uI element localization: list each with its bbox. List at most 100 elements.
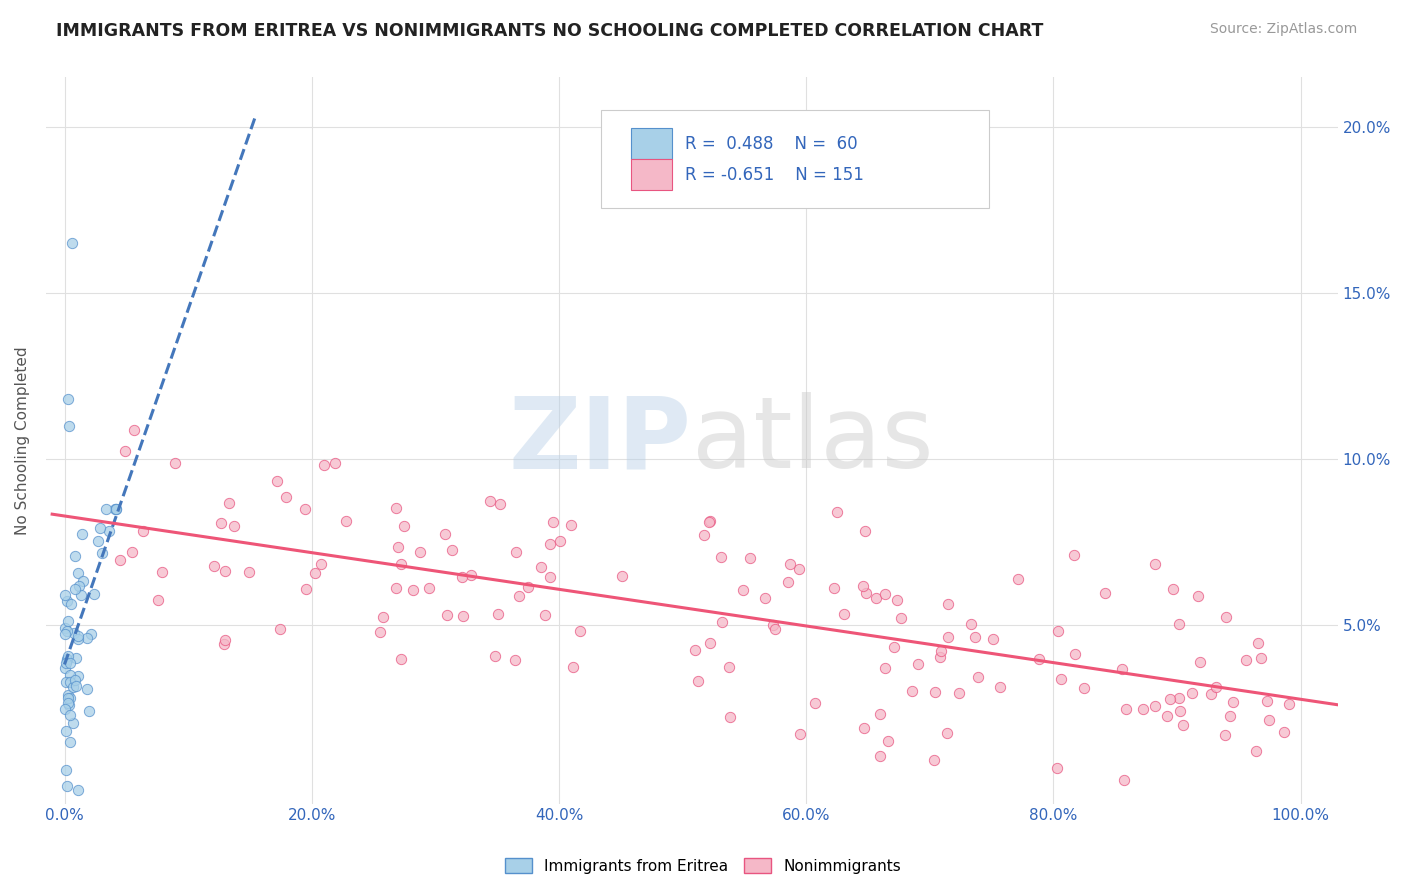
Point xyxy=(59,708,82,723)
Point xyxy=(56,652,79,666)
Point xyxy=(1028,652,1050,666)
Point xyxy=(65,582,87,597)
Point xyxy=(389,652,412,666)
Point xyxy=(63,673,86,687)
Point xyxy=(224,518,246,533)
Point xyxy=(67,783,90,797)
Point xyxy=(503,653,526,667)
Point xyxy=(59,735,82,749)
Point xyxy=(538,570,561,584)
Point xyxy=(80,627,103,641)
Point xyxy=(65,650,87,665)
Point xyxy=(1073,681,1095,695)
Point xyxy=(72,574,94,588)
Point xyxy=(76,682,98,697)
Point xyxy=(948,686,970,700)
Point xyxy=(1187,589,1209,603)
Point xyxy=(489,497,512,511)
Point xyxy=(763,622,786,636)
Point xyxy=(1201,687,1223,701)
Point xyxy=(218,496,240,510)
Point xyxy=(214,564,236,578)
Point xyxy=(335,514,357,528)
Point xyxy=(560,518,582,533)
Point xyxy=(1181,686,1204,700)
Point xyxy=(1132,702,1154,716)
Point xyxy=(269,622,291,636)
Point xyxy=(55,594,77,608)
Point xyxy=(1257,713,1279,727)
Point xyxy=(368,625,391,640)
Point xyxy=(59,675,82,690)
Point xyxy=(97,524,120,539)
Point xyxy=(58,392,80,406)
Text: Source: ZipAtlas.com: Source: ZipAtlas.com xyxy=(1209,22,1357,37)
Point xyxy=(294,502,316,516)
Point xyxy=(56,691,79,706)
Point xyxy=(122,423,145,437)
Point xyxy=(238,565,260,579)
Point xyxy=(202,559,225,574)
Point xyxy=(710,549,733,564)
Point xyxy=(314,458,336,472)
Point xyxy=(688,673,710,688)
Point xyxy=(865,591,887,605)
Point xyxy=(610,568,633,582)
Point xyxy=(517,580,540,594)
Point xyxy=(1144,699,1167,714)
Point xyxy=(67,566,90,581)
Text: R = -0.651    N = 151: R = -0.651 N = 151 xyxy=(685,166,865,184)
Point xyxy=(56,779,79,793)
Point xyxy=(56,648,79,663)
Point xyxy=(779,557,801,571)
Point xyxy=(1156,708,1178,723)
Point xyxy=(146,593,169,607)
Point xyxy=(505,545,527,559)
Point xyxy=(479,494,502,508)
Point xyxy=(55,674,77,689)
Point xyxy=(534,608,557,623)
Point xyxy=(1050,673,1073,687)
Point xyxy=(1167,690,1189,705)
Point xyxy=(121,545,143,559)
Point xyxy=(718,659,741,673)
Point xyxy=(304,566,326,581)
Point xyxy=(832,607,855,621)
Point xyxy=(1244,744,1267,758)
Point xyxy=(53,627,76,641)
Point xyxy=(1222,695,1244,709)
Point xyxy=(108,553,131,567)
Point xyxy=(105,501,128,516)
Point xyxy=(65,679,87,693)
Point xyxy=(389,557,412,571)
Point xyxy=(883,640,905,654)
Point xyxy=(56,653,79,667)
Point xyxy=(1215,610,1237,624)
Point xyxy=(855,586,877,600)
Point xyxy=(56,614,79,628)
Point xyxy=(103,501,125,516)
Point xyxy=(988,681,1011,695)
Point xyxy=(58,698,80,712)
Point xyxy=(1219,709,1241,723)
Point xyxy=(59,656,82,670)
Point xyxy=(60,597,83,611)
Point xyxy=(823,581,845,595)
Point xyxy=(924,684,946,698)
Point xyxy=(294,582,316,596)
Point xyxy=(1159,691,1181,706)
Point xyxy=(440,542,463,557)
Point xyxy=(486,607,509,622)
Point xyxy=(787,562,810,576)
Point xyxy=(309,557,332,571)
Point xyxy=(66,629,89,643)
Point xyxy=(1111,662,1133,676)
Point xyxy=(53,588,76,602)
Point xyxy=(929,650,952,665)
Point xyxy=(1167,616,1189,631)
Point xyxy=(508,589,530,603)
Point xyxy=(323,456,346,470)
Point xyxy=(827,505,849,519)
Point xyxy=(960,617,983,632)
Point xyxy=(1205,680,1227,694)
